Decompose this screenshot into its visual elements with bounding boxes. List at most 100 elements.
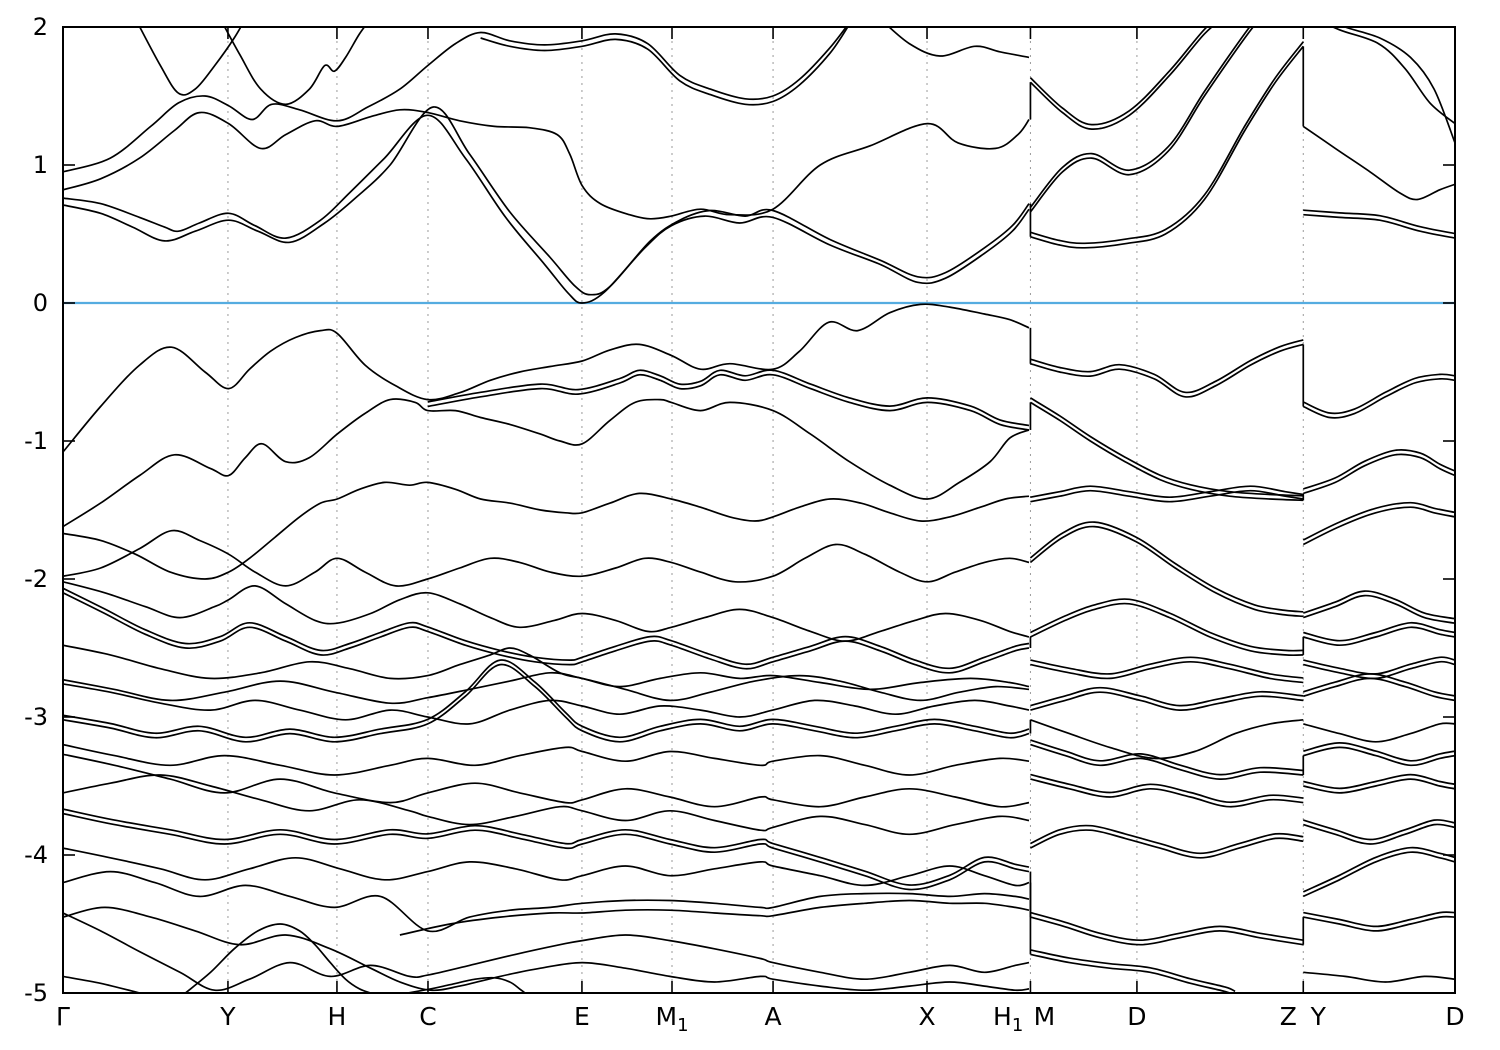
band-curve-p2-val-13 bbox=[1030, 953, 1232, 993]
band-curve-p3-val-10 bbox=[1303, 778, 1455, 794]
band-curve-cond-3b-E-valley bbox=[63, 106, 1030, 296]
band-curve-p2-val-13-pair bbox=[1030, 949, 1236, 993]
band-curve-val-14 bbox=[63, 812, 1030, 891]
band-curve-p3-val-10-pair bbox=[1303, 773, 1455, 790]
band-curve-p3-cond-1 bbox=[1330, 27, 1455, 125]
band-curve-p3-val-8 bbox=[1303, 722, 1455, 743]
k-point-label-A: A bbox=[765, 1002, 782, 1031]
band-curve-p2-val-12-pair bbox=[1030, 911, 1304, 942]
band-curve-val-6-pair bbox=[63, 587, 1030, 670]
k-point-label-M: M bbox=[1034, 1002, 1056, 1031]
y-axis-label--3: -3 bbox=[24, 703, 48, 731]
band-curve-p3-cond-3-pair bbox=[1303, 209, 1455, 235]
plot-border bbox=[62, 26, 1456, 994]
band-curve-val-14-pair bbox=[63, 808, 1030, 886]
band-curve-p3-val-12-pair bbox=[1302, 846, 1455, 893]
k-point-label-Γ: Γ bbox=[56, 1002, 70, 1031]
k-point-label-Z: Z bbox=[1280, 1002, 1297, 1031]
band-curve-p3-val-7-pair bbox=[1303, 673, 1455, 697]
band-curve-p3-val-11-pair bbox=[1303, 819, 1455, 841]
band-curve-p3-cond-3 bbox=[1303, 213, 1455, 239]
band-curve-p2-val-1-pair bbox=[1030, 339, 1304, 394]
band-curve-p2-val-2-pair bbox=[1029, 397, 1304, 497]
band-curve-p2-cond-1-pair bbox=[1029, 27, 1209, 126]
k-point-label-H: H bbox=[328, 1002, 347, 1031]
band-curve-val-20 bbox=[63, 975, 140, 993]
band-curve-val-3 bbox=[63, 481, 1030, 580]
band-curve-p2-val-7-pair bbox=[1030, 686, 1304, 707]
band-curve-p3-val-12 bbox=[1302, 851, 1455, 898]
band-curve-p3-val-2-pair bbox=[1303, 448, 1455, 490]
band-curve-p2-val-6-pair bbox=[1030, 656, 1304, 679]
y-axis-label-2: 2 bbox=[33, 13, 48, 41]
band-curve-p3-val-6 bbox=[1303, 660, 1455, 680]
band-curve-val-21-bump bbox=[408, 976, 526, 993]
band-curve-val-18 bbox=[63, 906, 1030, 992]
band-curve-val-10 bbox=[63, 663, 1030, 743]
band-curve-p2-val-1 bbox=[1030, 343, 1304, 398]
band-curve-p2-val-11 bbox=[1030, 829, 1304, 859]
band-curve-val-13 bbox=[63, 774, 1030, 836]
band-curve-p2-cond-3 bbox=[1030, 45, 1304, 249]
band-curve-p3-val-4-pair bbox=[1303, 590, 1455, 620]
bands-group bbox=[63, 27, 1455, 993]
band-curve-p2-cond-2 bbox=[1029, 27, 1255, 213]
y-axis-label--4: -4 bbox=[24, 841, 48, 869]
k-point-label-C: C bbox=[419, 1002, 436, 1031]
band-curve-val-15 bbox=[63, 847, 1030, 887]
band-curve-p2-val-3 bbox=[1030, 489, 1304, 503]
band-curve-p2-val-5-pair bbox=[1030, 598, 1304, 652]
k-point-label-E: E bbox=[574, 1002, 590, 1031]
k-point-label-H1: H1 bbox=[993, 1002, 1023, 1036]
band-curve-p2-val-9 bbox=[1030, 743, 1304, 780]
band-curve-p2-val-7 bbox=[1030, 691, 1304, 711]
band-curve-val-1b bbox=[427, 373, 1030, 431]
band-curve-p3-cond-2 bbox=[1302, 125, 1455, 201]
y-axis-label--1: -1 bbox=[24, 427, 48, 455]
band-curve-p2-val-11-pair bbox=[1030, 824, 1304, 855]
k-point-label-M1: M1 bbox=[655, 1002, 688, 1036]
band-curve-p2-val-6 bbox=[1030, 660, 1304, 684]
band-curve-val-12 bbox=[63, 753, 1030, 808]
y-axis-label-1: 1 bbox=[33, 151, 48, 179]
band-curve-cond-1 bbox=[63, 27, 848, 173]
band-curve-cond-5-vee bbox=[138, 27, 242, 96]
band-curve-val-5 bbox=[63, 580, 1030, 642]
band-curve-val-10-pair bbox=[63, 659, 1030, 739]
k-point-label-D: D bbox=[1127, 1002, 1146, 1031]
band-curve-cond-4-top bbox=[887, 27, 1030, 59]
band-curve-p3-cond-1b bbox=[1342, 27, 1455, 144]
band-curve-p3-val-1-pair bbox=[1302, 373, 1455, 415]
band-curve-p2-cond-3-pair bbox=[1030, 41, 1304, 245]
band-curve-p3-val-5 bbox=[1303, 626, 1455, 647]
band-curve-val-6 bbox=[63, 592, 1030, 674]
band-curve-p2-val-10-pair bbox=[1030, 773, 1304, 804]
band-curve-p3-val-13-pair bbox=[1303, 911, 1455, 928]
band-curve-p3-val-9-pair bbox=[1303, 742, 1455, 762]
band-curve-p3-val-14 bbox=[1303, 971, 1455, 983]
band-curve-p2-val-9-pair bbox=[1030, 739, 1304, 776]
band-curve-p3-val-7 bbox=[1303, 677, 1455, 702]
k-point-label-Y: Y bbox=[1310, 1002, 1327, 1031]
band-curve-p3-val-13 bbox=[1303, 915, 1455, 932]
band-curve-p3-val-11 bbox=[1303, 823, 1455, 845]
y-axis-label--5: -5 bbox=[24, 979, 48, 1007]
k-point-label-X: X bbox=[918, 1002, 935, 1031]
band-curve-p2-val-2 bbox=[1029, 401, 1304, 502]
k-point-label-Y: Y bbox=[219, 1002, 236, 1031]
band-curve-p3-val-6-pair bbox=[1303, 656, 1455, 675]
band-curve-p3-val-2 bbox=[1303, 453, 1455, 495]
band-curve-p3-val-3 bbox=[1302, 506, 1455, 546]
band-curve-val-16b bbox=[399, 899, 1030, 936]
band-curve-val-9 bbox=[63, 683, 1030, 725]
band-curve-cond-3a-E-valley bbox=[63, 114, 1030, 304]
band-curve-p2-cond-2-pair bbox=[1029, 27, 1251, 208]
band-curve-val-7 bbox=[63, 644, 1030, 691]
band-curve-p2-val-8 bbox=[1030, 718, 1304, 760]
band-curve-cond-6-vee bbox=[223, 27, 366, 106]
band-curve-val-16 bbox=[63, 870, 1030, 933]
band-curve-p3-val-3-pair bbox=[1302, 501, 1455, 541]
band-curve-cond-2 bbox=[63, 108, 1030, 220]
